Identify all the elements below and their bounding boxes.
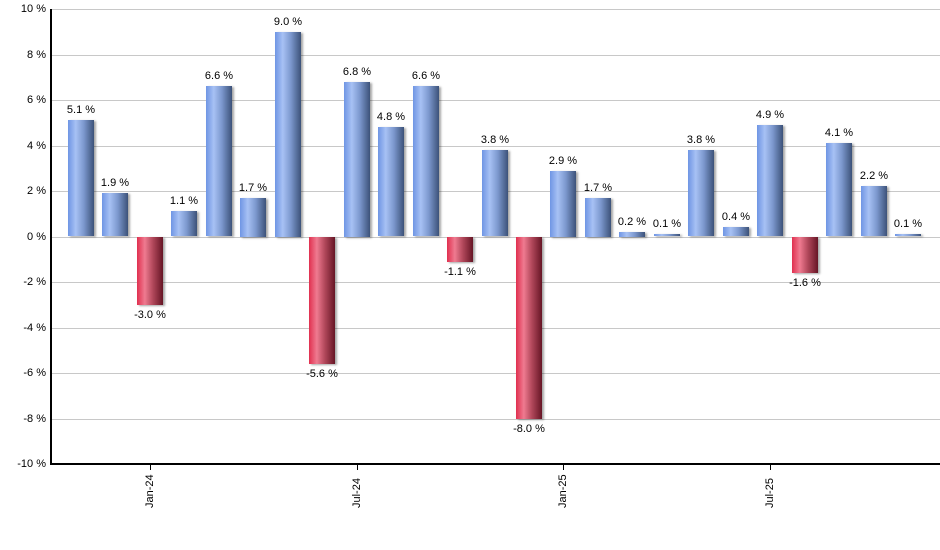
- gridline: [50, 237, 940, 238]
- bar-Mar-25: [619, 232, 645, 237]
- value-label: 1.7 %: [583, 182, 613, 194]
- value-label: 5.1 %: [66, 104, 96, 116]
- value-label: 1.7 %: [238, 182, 268, 194]
- gridline: [50, 100, 940, 101]
- bar-Sep-25: [826, 143, 852, 236]
- bar-Dec-23: [102, 193, 128, 236]
- bar-Nov-24: [482, 150, 508, 236]
- value-label: 2.2 %: [859, 170, 889, 182]
- value-label: 1.9 %: [100, 177, 130, 189]
- gridline: [50, 9, 940, 10]
- bar-Jun-25: [723, 227, 749, 236]
- value-label: 3.8 %: [480, 134, 510, 146]
- bar-Nov-25: [895, 234, 921, 236]
- value-label: -1.6 %: [789, 277, 821, 289]
- x-axis-line: [50, 463, 940, 465]
- x-tick-mark: [770, 465, 771, 470]
- y-tick-label: -8 %: [23, 413, 46, 425]
- bar-Jan-24: [137, 237, 163, 305]
- value-label: 4.8 %: [376, 111, 406, 123]
- value-label: 3.8 %: [686, 134, 716, 146]
- value-label: -1.1 %: [444, 266, 476, 278]
- value-label: 9.0 %: [273, 16, 303, 28]
- bar-Jun-24: [309, 237, 335, 364]
- value-label: 0.4 %: [721, 211, 751, 223]
- y-axis-line: [50, 9, 52, 465]
- x-tick-label: Jan-25: [557, 474, 569, 508]
- bar-May-24: [275, 32, 301, 237]
- bar-Apr-25: [654, 234, 680, 236]
- bar-Feb-25: [585, 198, 611, 237]
- bar-Jan-25: [550, 171, 576, 237]
- bar-Mar-24: [206, 86, 232, 236]
- x-tick-label: Jan-24: [144, 474, 156, 508]
- y-tick-label: -4 %: [23, 322, 46, 334]
- bar-Nov-23: [68, 120, 94, 236]
- gridline: [50, 55, 940, 56]
- bar-Dec-24: [516, 237, 542, 419]
- value-label: 4.9 %: [755, 109, 785, 121]
- y-tick-label: 4 %: [27, 140, 46, 152]
- gridline: [50, 373, 940, 374]
- value-label: 6.8 %: [342, 66, 372, 78]
- x-tick-label: Jul-24: [351, 478, 363, 508]
- bar-Jul-25: [757, 125, 783, 236]
- bar-Oct-25: [861, 186, 887, 236]
- y-tick-label: 2 %: [27, 185, 46, 197]
- y-tick-label: -10 %: [17, 458, 46, 470]
- value-label: 6.6 %: [204, 70, 234, 82]
- y-tick-label: -2 %: [23, 276, 46, 288]
- bar-May-25: [688, 150, 714, 236]
- value-label: 0.1 %: [893, 218, 923, 230]
- value-label: 0.1 %: [652, 218, 682, 230]
- bar-Aug-24: [378, 127, 404, 236]
- x-tick-mark: [357, 465, 358, 470]
- gridline: [50, 328, 940, 329]
- y-tick-label: 8 %: [27, 49, 46, 61]
- value-label: 0.2 %: [617, 216, 647, 228]
- value-label: 2.9 %: [548, 155, 578, 167]
- y-tick-label: -6 %: [23, 367, 46, 379]
- x-tick-label: Jul-25: [764, 478, 776, 508]
- value-label: 4.1 %: [824, 127, 854, 139]
- value-label: 6.6 %: [411, 70, 441, 82]
- bar-Oct-24: [447, 237, 473, 262]
- bar-Jul-24: [344, 82, 370, 237]
- x-tick-mark: [150, 465, 151, 470]
- bar-Feb-24: [171, 211, 197, 236]
- value-label: -5.6 %: [306, 368, 338, 380]
- value-label: -8.0 %: [513, 423, 545, 435]
- x-tick-mark: [563, 465, 564, 470]
- gridline: [50, 282, 940, 283]
- gridline: [50, 146, 940, 147]
- gridline: [50, 419, 940, 420]
- value-label: -3.0 %: [134, 309, 166, 321]
- value-label: 1.1 %: [169, 195, 199, 207]
- bar-Aug-25: [792, 237, 818, 273]
- y-tick-label: 0 %: [27, 231, 46, 243]
- y-tick-label: 6 %: [27, 94, 46, 106]
- bar-Sep-24: [413, 86, 439, 236]
- y-tick-label: 10 %: [20, 3, 46, 15]
- bar-Apr-24: [240, 198, 266, 237]
